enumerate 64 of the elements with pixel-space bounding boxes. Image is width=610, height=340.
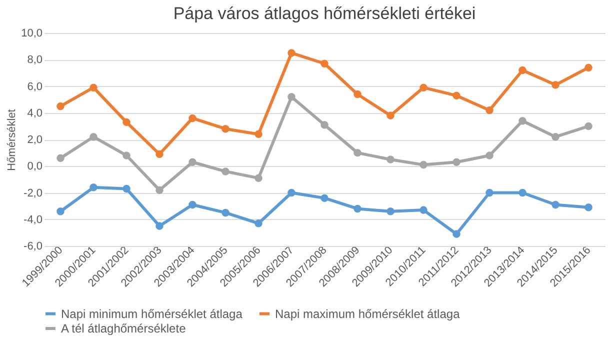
- point: [486, 188, 494, 197]
- point: [354, 148, 362, 157]
- y-tick-label: 10,0: [21, 28, 42, 40]
- point: [452, 92, 460, 100]
- y-tick-label: -4,0: [24, 214, 42, 226]
- point: [254, 220, 262, 228]
- point: [552, 200, 560, 209]
- point: [386, 156, 394, 164]
- point: [222, 124, 230, 133]
- point: [320, 194, 328, 202]
- y-tick-label: 6,0: [27, 80, 42, 93]
- point: [420, 84, 428, 92]
- point: [288, 188, 296, 197]
- point: [222, 168, 230, 176]
- point: [552, 132, 560, 141]
- point: [254, 174, 262, 182]
- point: [386, 112, 394, 120]
- point: [56, 102, 64, 110]
- y-tick-label: -2,0: [24, 187, 42, 200]
- point: [90, 132, 98, 141]
- point: [584, 204, 592, 212]
- point: [156, 150, 164, 158]
- point: [486, 152, 494, 160]
- point: [56, 154, 64, 162]
- y-axis-title: Hőmérséklet: [6, 109, 18, 171]
- point: [386, 208, 394, 216]
- point: [90, 84, 98, 92]
- point: [188, 158, 196, 166]
- point: [156, 222, 164, 230]
- point: [288, 49, 296, 57]
- chart-title: Pápa város átlagos hőmérsékleti értékei: [173, 4, 476, 23]
- point: [122, 118, 130, 126]
- point: [518, 188, 526, 197]
- point: [320, 120, 328, 129]
- point: [452, 230, 460, 238]
- y-tick-label: 8,0: [27, 54, 42, 66]
- y-tick-label: 2,0: [27, 134, 42, 146]
- point: [56, 208, 64, 216]
- point: [122, 152, 130, 160]
- point: [518, 66, 526, 74]
- point: [156, 186, 164, 194]
- point: [486, 106, 494, 114]
- legend-label: Napi maximum hőmérséklet átlaga: [275, 306, 460, 321]
- point: [354, 90, 362, 98]
- point: [122, 184, 130, 193]
- point: [188, 200, 196, 209]
- point: [584, 122, 592, 130]
- point: [420, 160, 428, 169]
- point: [288, 93, 296, 101]
- y-tick-label: 0,0: [27, 160, 42, 173]
- point: [584, 64, 592, 72]
- y-tick-label: 4,0: [27, 107, 42, 120]
- point: [188, 114, 196, 122]
- point: [518, 116, 526, 125]
- point: [354, 204, 362, 213]
- legend-label: Napi minimum hőmérséklet átlaga: [61, 306, 243, 321]
- point: [320, 60, 328, 68]
- point: [254, 130, 262, 138]
- point: [452, 158, 460, 166]
- point: [222, 208, 230, 217]
- legend-label: A tél átlaghőmérséklete: [61, 322, 186, 336]
- point: [420, 206, 428, 214]
- point: [90, 184, 98, 192]
- point: [552, 81, 560, 89]
